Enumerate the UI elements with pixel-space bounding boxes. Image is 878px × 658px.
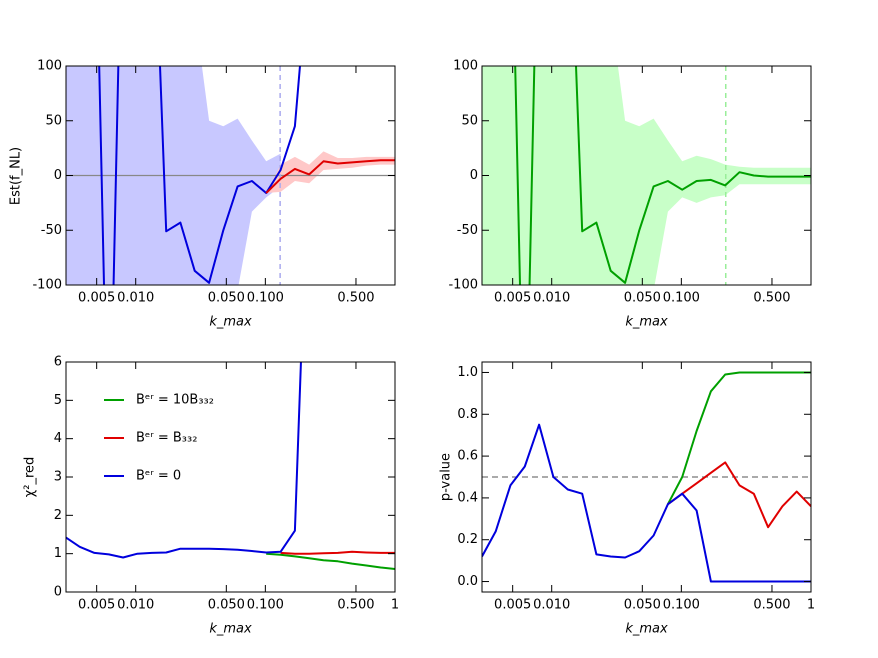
legend-label: Bᵉʳ = B₃₃₂ — [136, 431, 197, 446]
y-tick-label: 1.0 — [457, 365, 478, 380]
x-axis-label: k_max — [625, 622, 668, 637]
data-line — [667, 461, 811, 529]
x-tick-label: 0.005 — [494, 291, 531, 306]
y-tick-label: -50 — [41, 223, 62, 238]
x-tick-label: 0.500 — [337, 598, 374, 613]
y-tick-label: 0 — [470, 168, 478, 183]
y-tick-label: 3 — [54, 470, 62, 485]
axes-frame — [481, 361, 812, 593]
plot-area — [482, 371, 811, 583]
y-tick-label: 100 — [37, 59, 62, 74]
y-tick-label: 50 — [461, 113, 478, 128]
plot-area — [66, 362, 395, 570]
x-tick-label: 0.010 — [533, 291, 570, 306]
data-line — [280, 550, 395, 555]
y-tick-label: 4 — [54, 431, 62, 446]
x-tick-label: 0.010 — [533, 598, 570, 613]
y-axis-label: χ²_red — [23, 457, 38, 498]
x-tick-label: 0.500 — [753, 291, 790, 306]
x-tick-label: 0.050 — [624, 598, 661, 613]
y-tick-label: 1 — [54, 546, 62, 561]
y-tick-label: 0 — [54, 168, 62, 183]
x-axis-label: k_max — [625, 315, 668, 330]
data-line — [667, 371, 811, 505]
y-axis-label: Est(f_NL) — [9, 147, 24, 205]
x-tick-label: 0.050 — [208, 598, 245, 613]
y-tick-label: 0.8 — [457, 407, 478, 422]
y-tick-label: 2 — [54, 508, 62, 523]
data-line — [514, 66, 811, 285]
x-tick-label: 0.100 — [663, 598, 700, 613]
x-tick-label: 0.005 — [78, 291, 115, 306]
y-tick-label: 50 — [45, 113, 62, 128]
x-axis-label: k_max — [209, 315, 252, 330]
y-tick-label: 0.4 — [457, 490, 478, 505]
x-axis-label: k_max — [209, 622, 252, 637]
x-tick-label: 1 — [807, 598, 815, 613]
x-tick-label: 0.050 — [624, 291, 661, 306]
y-axis-label: p-value — [439, 453, 454, 501]
y-tick-label: 6 — [54, 355, 62, 370]
data-line — [482, 423, 811, 583]
y-tick-label: -100 — [448, 278, 478, 293]
x-tick-label: 0.005 — [494, 598, 531, 613]
x-tick-label: 0.100 — [663, 291, 700, 306]
y-tick-label: 0.2 — [457, 532, 478, 547]
plot-area — [482, 66, 811, 285]
error-band — [66, 66, 281, 285]
y-tick-label: 5 — [54, 393, 62, 408]
data-line — [266, 552, 395, 570]
y-tick-label: -50 — [457, 223, 478, 238]
legend-label: Bᵉʳ = 10B₃₃₂ — [136, 393, 214, 408]
y-tick-label: 0 — [54, 585, 62, 600]
data-line — [98, 66, 301, 285]
x-tick-label: 0.100 — [247, 598, 284, 613]
y-tick-label: 0.6 — [457, 449, 478, 464]
data-line — [66, 362, 302, 559]
x-tick-label: 0.050 — [208, 291, 245, 306]
y-tick-label: -100 — [32, 278, 62, 293]
y-tick-label: 0.0 — [457, 574, 478, 589]
plot-area — [66, 66, 395, 285]
x-tick-label: 0.010 — [117, 598, 154, 613]
x-tick-label: 1 — [391, 598, 399, 613]
error-band — [482, 66, 811, 285]
x-tick-label: 0.100 — [247, 291, 284, 306]
x-tick-label: 0.005 — [78, 598, 115, 613]
x-tick-label: 0.500 — [337, 291, 374, 306]
x-tick-label: 0.500 — [753, 598, 790, 613]
y-tick-label: 100 — [453, 59, 478, 74]
x-tick-label: 0.010 — [117, 291, 154, 306]
legend-label: Bᵉʳ = 0 — [136, 469, 181, 484]
data-line — [265, 159, 395, 194]
